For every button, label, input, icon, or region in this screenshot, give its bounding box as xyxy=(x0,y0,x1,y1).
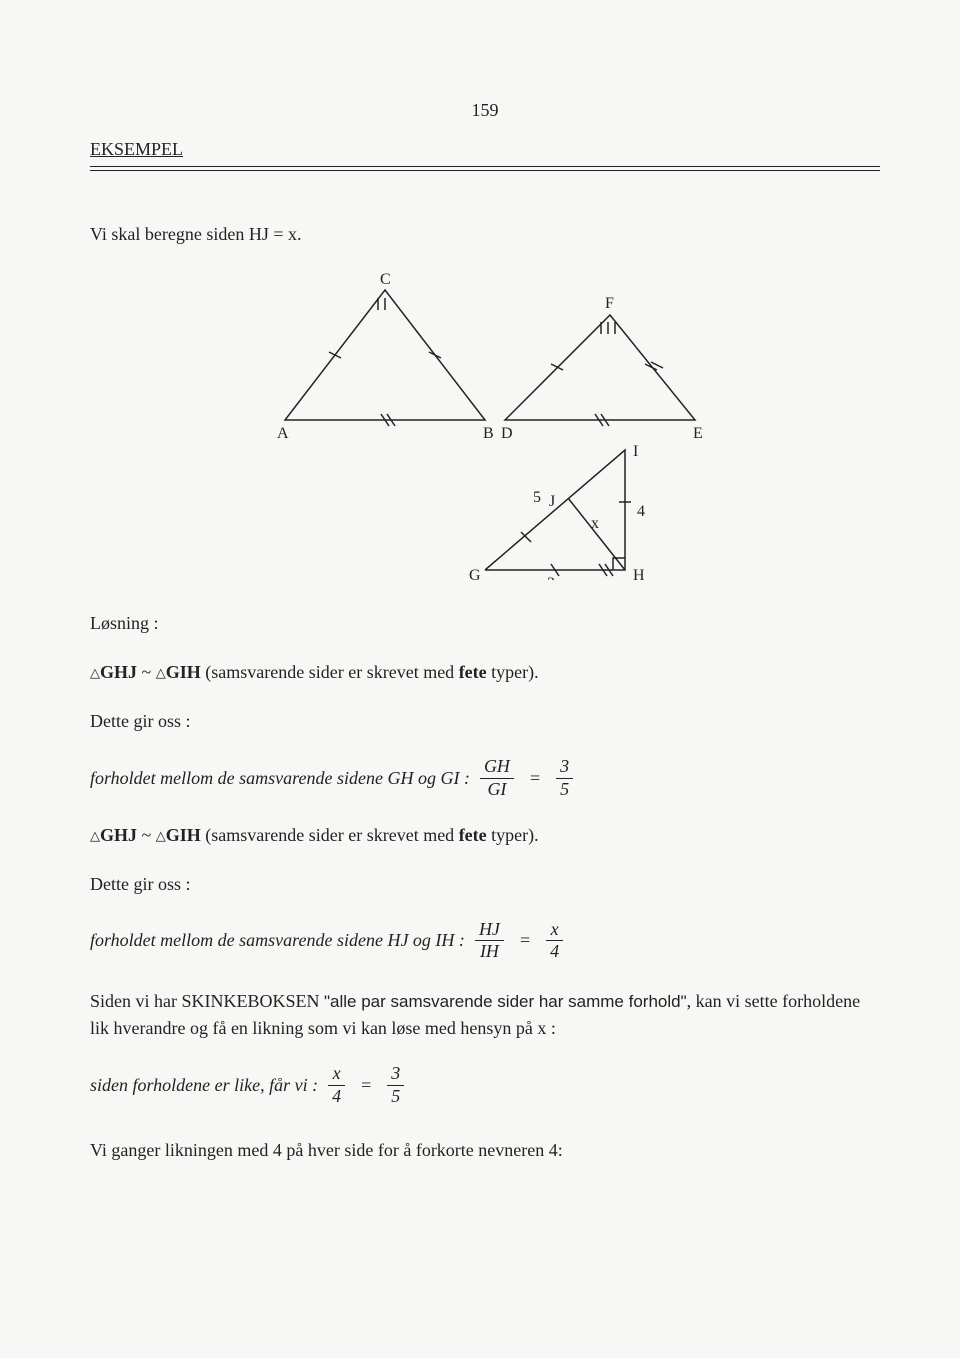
ghj-bold-2: GHJ xyxy=(100,825,137,845)
label-i: I xyxy=(633,443,638,460)
ratio2-text: forholdet mellom de samsvarende sidene H… xyxy=(90,930,465,951)
equals-2: = xyxy=(520,930,530,951)
dette-1: Dette gir oss : xyxy=(90,708,880,735)
skinke-quote: "alle par samsvarende sider har samme fo… xyxy=(324,992,687,1011)
equals-1: = xyxy=(530,768,540,789)
page: 159 EKSEMPEL Vi skal beregne siden HJ = … xyxy=(0,0,960,1358)
triangle-icon: △ xyxy=(156,828,166,843)
sim-line-2: △GHJ ~ △GIH (samsvarende sider er skreve… xyxy=(90,822,880,849)
ratio-1: forholdet mellom de samsvarende sidene G… xyxy=(90,757,880,800)
rest-1: (samsvarende sider er skrevet med xyxy=(201,662,459,682)
sim-line-1: △GHJ ~ △GIH (samsvarende sider er skreve… xyxy=(90,659,880,686)
losning-label: Løsning : xyxy=(90,610,880,637)
ratio-2: forholdet mellom de samsvarende sidene H… xyxy=(90,920,880,963)
ratio3-text: siden forholdene er like, får vi : xyxy=(90,1075,318,1096)
equals-3: = xyxy=(361,1075,371,1096)
label-d: D xyxy=(501,425,513,442)
label-a: A xyxy=(277,425,289,442)
tilde-1: ~ xyxy=(137,662,156,682)
triangle-icon: △ xyxy=(90,665,100,680)
dette-2: Dette gir oss : xyxy=(90,871,880,898)
section-rule xyxy=(90,166,880,171)
typer-2: typer). xyxy=(487,825,539,845)
label-5: 5 xyxy=(533,489,541,506)
frac-hj-ih: HJ IH xyxy=(475,920,504,963)
label-g: G xyxy=(469,567,481,580)
label-f: F xyxy=(605,295,614,312)
section-title: EKSEMPEL xyxy=(90,139,880,160)
triangle-icon: △ xyxy=(90,828,100,843)
typer-1: typer). xyxy=(487,662,539,682)
label-4: 4 xyxy=(637,503,645,520)
label-c: C xyxy=(380,271,391,288)
page-number: 159 xyxy=(90,100,880,121)
frac-3-5b: 3 5 xyxy=(387,1064,404,1107)
frac-3-5: 3 5 xyxy=(556,757,573,800)
skinke-pre: Siden vi har SKINKEBOKSEN xyxy=(90,991,324,1011)
triangles-diagram: A B C D E F G H I J 5 4 3 x xyxy=(225,270,745,580)
gih-bold-1: GIH xyxy=(166,662,201,682)
label-e: E xyxy=(693,425,703,442)
fete-1: fete xyxy=(459,662,487,682)
label-x: x xyxy=(591,515,599,532)
intro-text: Vi skal beregne siden HJ = x. xyxy=(90,221,880,248)
skinke-line: Siden vi har SKINKEBOKSEN "alle par sams… xyxy=(90,988,880,1042)
gih-bold-2: GIH xyxy=(166,825,201,845)
rest-2: (samsvarende sider er skrevet med xyxy=(201,825,459,845)
label-b: B xyxy=(483,425,494,442)
ghj-bold-1: GHJ xyxy=(100,662,137,682)
tilde-2: ~ xyxy=(137,825,156,845)
final-line: Vi ganger likningen med 4 på hver side f… xyxy=(90,1137,880,1164)
frac-gh-gi: GH GI xyxy=(480,757,514,800)
label-3: 3 xyxy=(547,575,555,580)
ratio1-text: forholdet mellom de samsvarende sidene G… xyxy=(90,768,470,789)
frac-x-4: x 4 xyxy=(546,920,563,963)
frac-x-4b: x 4 xyxy=(328,1064,345,1107)
label-h: H xyxy=(633,567,645,580)
label-j: J xyxy=(549,493,555,510)
ratio-3: siden forholdene er like, får vi : x 4 =… xyxy=(90,1064,880,1107)
fete-2: fete xyxy=(459,825,487,845)
triangle-icon: △ xyxy=(156,665,166,680)
